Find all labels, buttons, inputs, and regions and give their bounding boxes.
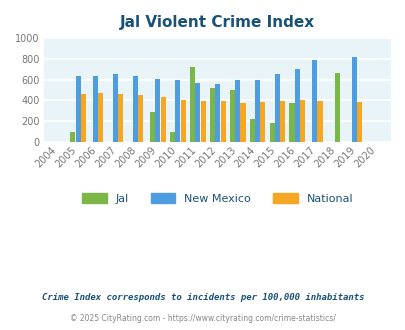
Bar (317, 101, 322, 142)
Bar (229, 90, 234, 142)
Bar (200, 101, 205, 142)
Bar (160, 97, 165, 142)
Bar (356, 102, 362, 142)
Text: Crime Index corresponds to incidents per 100,000 inhabitants: Crime Index corresponds to incidents per… (42, 292, 363, 302)
Bar (269, 123, 274, 142)
Bar (260, 103, 265, 142)
Legend: Jal, New Mexico, National: Jal, New Mexico, National (77, 189, 357, 209)
Bar (149, 112, 155, 142)
Bar (75, 76, 81, 142)
Bar (132, 76, 138, 142)
Text: © 2025 CityRating.com - https://www.cityrating.com/crime-statistics/: © 2025 CityRating.com - https://www.city… (70, 314, 335, 323)
Bar (180, 100, 185, 142)
Bar (254, 80, 260, 142)
Bar (351, 57, 356, 142)
Bar (240, 103, 245, 142)
Bar (215, 84, 220, 142)
Bar (155, 79, 160, 142)
Bar (81, 94, 86, 142)
Bar (274, 75, 279, 142)
Bar (279, 101, 285, 142)
Title: Jal Violent Crime Index: Jal Violent Crime Index (120, 15, 314, 30)
Bar (93, 76, 98, 142)
Bar (138, 95, 143, 142)
Bar (118, 94, 123, 142)
Bar (294, 69, 299, 142)
Bar (175, 80, 180, 142)
Bar (98, 93, 103, 142)
Bar (209, 88, 214, 142)
Bar (70, 132, 75, 142)
Bar (249, 119, 254, 142)
Bar (190, 67, 194, 142)
Bar (195, 83, 200, 142)
Bar (289, 103, 294, 142)
Bar (169, 132, 175, 142)
Bar (220, 101, 225, 142)
Bar (234, 80, 240, 142)
Bar (113, 74, 117, 142)
Bar (299, 100, 305, 142)
Bar (334, 73, 339, 142)
Bar (311, 60, 316, 142)
